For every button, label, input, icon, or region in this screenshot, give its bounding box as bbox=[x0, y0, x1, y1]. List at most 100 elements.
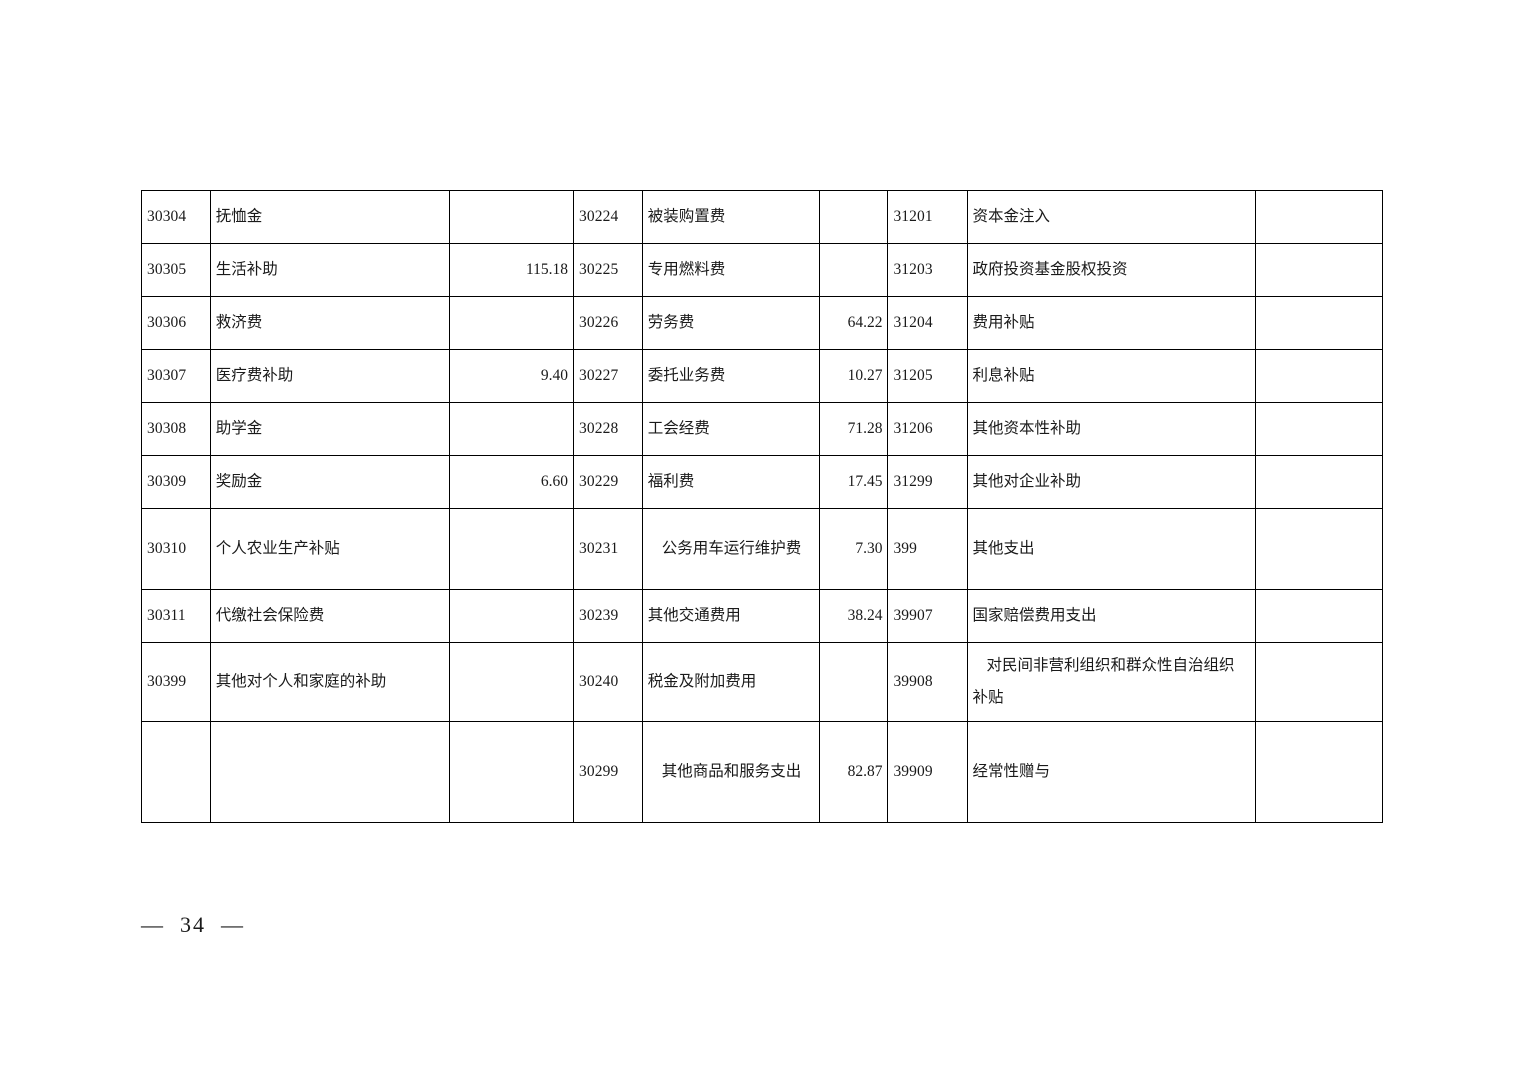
table-row: 30399 其他对个人和家庭的补助 30240 税金及附加费用 39908 对民间非营利组… bbox=[141, 642, 1384, 722]
row-name-col3: 费用补贴 bbox=[966, 296, 1256, 350]
page-number: — 34 — bbox=[141, 912, 245, 937]
row-code-col2: 30240 bbox=[573, 642, 643, 722]
row-value-col3 bbox=[1254, 642, 1384, 722]
row-name-col3: 经常性赠与 bbox=[966, 721, 1256, 823]
row-code-col1: 30309 bbox=[141, 455, 211, 509]
row-code-col2: 30229 bbox=[573, 455, 643, 509]
row-name-col2: 被装购置费 bbox=[641, 190, 820, 244]
row-name-col1: 助学金 bbox=[209, 402, 451, 456]
row-name-col1: 生活补助 bbox=[209, 243, 451, 297]
table-row: 30306 救济费 30226 劳务费 64.22 31204 费用补贴 bbox=[141, 296, 1384, 350]
row-value-col3 bbox=[1254, 402, 1384, 456]
row-value-col3 bbox=[1254, 455, 1384, 509]
row-value-col1 bbox=[449, 402, 575, 456]
row-code-col2: 30228 bbox=[573, 402, 643, 456]
row-value-col1 bbox=[449, 190, 575, 244]
row-name-col3: 对民间非营利组织和群众性自治组织补贴 bbox=[966, 642, 1256, 722]
row-value-col3 bbox=[1254, 243, 1384, 297]
row-value-col1 bbox=[449, 642, 575, 722]
row-value-col2 bbox=[818, 190, 889, 244]
row-value-col3 bbox=[1254, 296, 1384, 350]
row-name-col1: 个人农业生产补贴 bbox=[209, 508, 451, 590]
row-code-col1: 30308 bbox=[141, 402, 211, 456]
row-value-col1 bbox=[449, 589, 575, 643]
row-name-col1: 代缴社会保险费 bbox=[209, 589, 451, 643]
row-name-col2: 公务用车运行维护费 bbox=[641, 508, 820, 590]
row-code-col3: 31203 bbox=[887, 243, 968, 297]
row-code-col3: 39907 bbox=[887, 589, 968, 643]
row-code-col1: 30306 bbox=[141, 296, 211, 350]
row-code-col2: 30225 bbox=[573, 243, 643, 297]
row-code-col2: 30239 bbox=[573, 589, 643, 643]
table-row: 30311 代缴社会保险费 30239 其他交通费用 38.24 39907 国家赔偿费用支… bbox=[141, 589, 1384, 643]
row-name-col2: 福利费 bbox=[641, 455, 820, 509]
row-code-col2: 30224 bbox=[573, 190, 643, 244]
row-value-col1: 6.60 bbox=[449, 455, 575, 509]
row-value-col3 bbox=[1254, 589, 1384, 643]
row-code-col3: 39908 bbox=[887, 642, 968, 722]
row-name-col1: 救济费 bbox=[209, 296, 451, 350]
row-value-col2: 10.27 bbox=[818, 349, 889, 403]
row-name-col3: 其他资本性补助 bbox=[966, 402, 1256, 456]
table-body: 30304 抚恤金 30224 被装购置费 31201 资本金注入 30305 生活补助 115… bbox=[141, 190, 1384, 823]
row-value-col2: 71.28 bbox=[818, 402, 889, 456]
row-value-col2: 64.22 bbox=[818, 296, 889, 350]
row-value-col2: 17.45 bbox=[818, 455, 889, 509]
row-name-col2: 工会经费 bbox=[641, 402, 820, 456]
row-code-col1: 30311 bbox=[141, 589, 211, 643]
row-code-col3: 39909 bbox=[887, 721, 968, 823]
row-code-col2: 30226 bbox=[573, 296, 643, 350]
row-value-col1 bbox=[449, 508, 575, 590]
row-code-col1: 30310 bbox=[141, 508, 211, 590]
row-code-col1: 30307 bbox=[141, 349, 211, 403]
row-name-col2: 税金及附加费用 bbox=[641, 642, 820, 722]
row-name-col3: 国家赔偿费用支出 bbox=[966, 589, 1256, 643]
budget-expenditure-table: 30304 抚恤金 30224 被装购置费 31201 资本金注入 30305 生活补助 115… bbox=[141, 190, 1384, 823]
table-row: 30309 奖励金 6.60 30229 福利费 17.45 31299 其他对企业补助 bbox=[141, 455, 1384, 509]
row-value-col2: 38.24 bbox=[818, 589, 889, 643]
row-code-col3: 31206 bbox=[887, 402, 968, 456]
row-name-col2: 专用燃料费 bbox=[641, 243, 820, 297]
row-name-col3: 资本金注入 bbox=[966, 190, 1256, 244]
row-value-col1: 115.18 bbox=[449, 243, 575, 297]
row-value-col2 bbox=[818, 642, 889, 722]
row-code-col3: 31299 bbox=[887, 455, 968, 509]
row-code-col1: 30399 bbox=[141, 642, 211, 722]
row-code-col1: 30304 bbox=[141, 190, 211, 244]
row-code-col3: 31204 bbox=[887, 296, 968, 350]
row-name-col3: 政府投资基金股权投资 bbox=[966, 243, 1256, 297]
row-code-col3: 31205 bbox=[887, 349, 968, 403]
table-row: 30305 生活补助 115.18 30225 专用燃料费 31203 政府投资基金股权投资 bbox=[141, 243, 1384, 297]
row-name-col3: 利息补贴 bbox=[966, 349, 1256, 403]
row-name-col2: 其他商品和服务支出 bbox=[641, 721, 820, 823]
row-name-col1 bbox=[209, 721, 451, 823]
row-name-col1: 奖励金 bbox=[209, 455, 451, 509]
row-value-col1 bbox=[449, 721, 575, 823]
row-value-col3 bbox=[1254, 349, 1384, 403]
row-code-col1 bbox=[141, 721, 211, 823]
table-row: 30304 抚恤金 30224 被装购置费 31201 资本金注入 bbox=[141, 190, 1384, 244]
row-name-col1: 医疗费补助 bbox=[209, 349, 451, 403]
row-name-col2: 其他交通费用 bbox=[641, 589, 820, 643]
row-value-col1 bbox=[449, 296, 575, 350]
row-code-col2: 30299 bbox=[573, 721, 643, 823]
row-value-col2: 82.87 bbox=[818, 721, 889, 823]
table-row: 30308 助学金 30228 工会经费 71.28 31206 其他资本性补助 bbox=[141, 402, 1384, 456]
row-code-col2: 30231 bbox=[573, 508, 643, 590]
table-row: 30310 个人农业生产补贴 30231 公务用车运行维护费 7.30 399 其他支出 bbox=[141, 508, 1384, 590]
row-name-col2: 委托业务费 bbox=[641, 349, 820, 403]
table-row: 30307 医疗费补助 9.40 30227 委托业务费 10.27 31205 利息补贴 bbox=[141, 349, 1384, 403]
row-value-col2 bbox=[818, 243, 889, 297]
row-value-col3 bbox=[1254, 508, 1384, 590]
row-value-col3 bbox=[1254, 190, 1384, 244]
row-value-col1: 9.40 bbox=[449, 349, 575, 403]
row-name-col1: 其他对个人和家庭的补助 bbox=[209, 642, 451, 722]
row-name-col2: 劳务费 bbox=[641, 296, 820, 350]
row-name-col3: 其他支出 bbox=[966, 508, 1256, 590]
row-code-col3: 31201 bbox=[887, 190, 968, 244]
row-code-col3: 399 bbox=[887, 508, 968, 590]
row-value-col3 bbox=[1254, 721, 1384, 823]
table-row: 30299 其他商品和服务支出 82.87 39909 经常性赠与 bbox=[141, 721, 1384, 823]
row-value-col2: 7.30 bbox=[818, 508, 889, 590]
